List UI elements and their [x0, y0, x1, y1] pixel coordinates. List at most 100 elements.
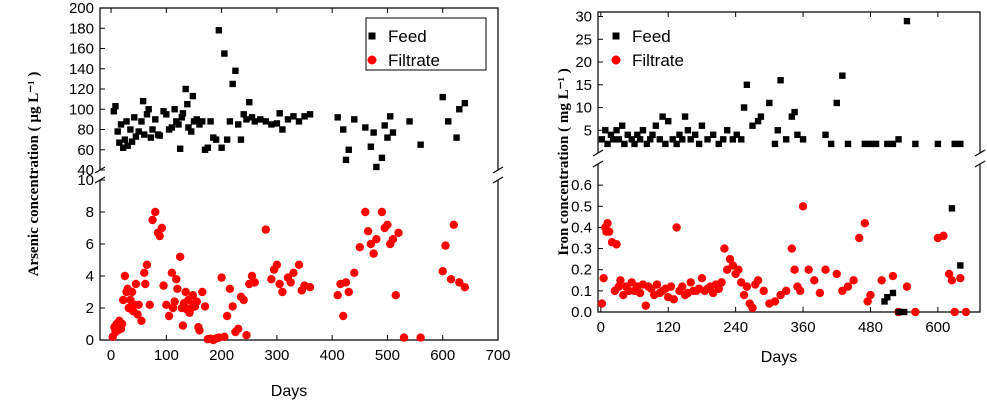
- data-point-filtrate: [599, 273, 608, 283]
- data-point-feed: [676, 131, 683, 139]
- data-point-filtrate: [363, 227, 373, 236]
- data-point-feed: [381, 122, 388, 129]
- data-point-filtrate: [157, 223, 167, 233]
- data-point-filtrate: [678, 282, 687, 291]
- data-point-feed: [387, 113, 394, 120]
- iron-y-tick-label: 0.3: [571, 241, 592, 258]
- data-point-filtrate: [798, 202, 808, 211]
- data-point-feed: [279, 126, 286, 133]
- arsenic-x-tick-label: 700: [485, 347, 510, 364]
- arsenic-y-tick-label: 6: [86, 236, 94, 253]
- data-point-filtrate: [178, 321, 188, 330]
- data-point-filtrate: [950, 307, 959, 317]
- data-point-feed: [788, 113, 796, 120]
- data-point-filtrate: [159, 281, 168, 290]
- data-point-filtrate: [614, 282, 623, 291]
- data-point-feed: [749, 122, 756, 129]
- data-point-feed: [185, 124, 192, 131]
- data-point-filtrate: [339, 311, 348, 321]
- data-point-feed: [389, 129, 397, 136]
- iron-x-tick-label: 240: [723, 319, 748, 336]
- iron-y-tick-label: 0.1: [571, 283, 592, 300]
- data-point-feed: [615, 136, 622, 143]
- legend-marker-feed: [612, 32, 620, 40]
- data-point-filtrate: [810, 276, 819, 285]
- data-point-feed: [740, 104, 748, 111]
- data-point-feed: [948, 205, 956, 212]
- data-point-feed: [951, 140, 958, 148]
- data-point-filtrate: [145, 300, 154, 309]
- data-point-feed: [152, 116, 159, 123]
- data-point-feed: [179, 110, 187, 117]
- legend-marker-filtrate: [611, 55, 621, 65]
- data-point-feed: [691, 131, 699, 139]
- data-point-feed: [189, 92, 197, 100]
- data-point-feed: [662, 140, 669, 148]
- iron-y-tick-label: 5: [584, 122, 592, 139]
- data-point-filtrate: [939, 231, 948, 241]
- data-point-filtrate: [134, 300, 143, 309]
- data-point-feed: [257, 116, 264, 123]
- data-point-filtrate: [666, 282, 676, 291]
- data-point-filtrate: [242, 331, 251, 340]
- iron-x-tick-label: 120: [656, 319, 681, 336]
- data-point-filtrate: [603, 219, 612, 228]
- iron-series-extra: [881, 205, 964, 316]
- data-point-filtrate: [239, 295, 248, 305]
- data-point-filtrate: [289, 268, 298, 277]
- arsenic-y-tick-label: 8: [86, 204, 94, 221]
- data-point-filtrate: [162, 300, 171, 309]
- data-point-filtrate: [849, 276, 858, 285]
- legend-marker-feed: [368, 32, 376, 40]
- data-point-feed: [445, 118, 452, 125]
- data-point-feed: [684, 127, 692, 134]
- data-point-feed: [176, 145, 184, 152]
- data-point-filtrate: [228, 302, 237, 311]
- data-point-feed: [461, 99, 469, 107]
- data-point-feed: [884, 140, 891, 148]
- data-point-feed: [934, 140, 942, 148]
- iron-break-mark: [592, 149, 604, 157]
- data-point-feed: [738, 136, 745, 143]
- data-point-feed: [631, 140, 638, 148]
- data-point-filtrate: [261, 225, 271, 234]
- data-point-filtrate: [168, 303, 178, 313]
- data-point-feed: [720, 136, 727, 143]
- data-point-filtrate: [217, 273, 226, 282]
- data-point-filtrate: [697, 273, 707, 283]
- data-point-feed: [127, 126, 134, 133]
- legend-label-feed: Feed: [632, 27, 671, 46]
- data-point-feed: [957, 262, 964, 269]
- data-point-filtrate: [366, 239, 376, 249]
- data-point-filtrate: [944, 269, 954, 279]
- data-point-filtrate: [164, 311, 174, 321]
- data-point-feed: [370, 129, 377, 136]
- data-point-feed: [306, 111, 314, 118]
- data-point-feed: [290, 113, 297, 120]
- data-point-filtrate: [198, 287, 207, 297]
- data-point-feed: [124, 142, 131, 149]
- data-point-feed: [656, 136, 663, 143]
- data-point-filtrate: [341, 278, 351, 287]
- data-point-filtrate: [192, 297, 201, 306]
- data-point-feed: [276, 110, 283, 117]
- data-point-feed: [729, 136, 737, 143]
- data-point-feed: [695, 140, 703, 148]
- data-point-feed: [139, 97, 147, 105]
- data-point-filtrate: [222, 311, 232, 321]
- data-point-feed: [771, 140, 779, 148]
- arsenic-y-tick-label: 100: [69, 101, 94, 118]
- data-point-filtrate: [804, 265, 813, 274]
- iron-y-tick-label: 0.4: [571, 219, 592, 236]
- data-point-feed: [147, 134, 155, 141]
- data-point-feed: [406, 118, 413, 125]
- data-point-feed: [132, 133, 140, 140]
- data-point-filtrate: [759, 286, 768, 296]
- data-point-feed: [607, 131, 615, 139]
- data-point-filtrate: [172, 275, 181, 284]
- data-point-filtrate: [815, 288, 825, 298]
- data-point-feed: [777, 77, 784, 84]
- arsenic-y-tick-label: 180: [69, 20, 94, 37]
- data-point-feed: [643, 140, 651, 148]
- data-point-feed: [117, 121, 125, 128]
